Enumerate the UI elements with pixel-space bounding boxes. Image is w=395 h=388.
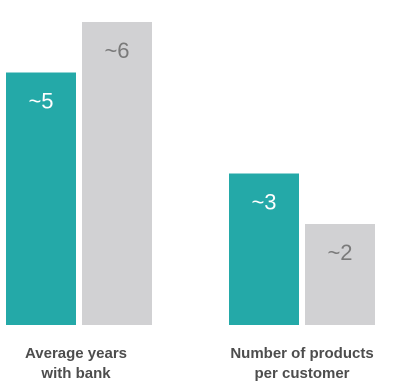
data-label-series2-cat2: ~2 (327, 240, 352, 265)
x-tick-label-cat1-line1: Average years (25, 345, 127, 362)
data-label-series1-cat1: ~5 (28, 89, 53, 114)
x-tick-label-cat2-line1: Number of products (230, 345, 373, 362)
x-tick-label-cat2-line2: per customer (254, 365, 349, 382)
x-tick-labels: Average years with bank Number of products… (25, 345, 374, 382)
bar-series2-cat2 (305, 224, 375, 325)
x-tick-label-cat1-line2: with bank (40, 365, 111, 382)
data-label-series1-cat2: ~3 (251, 190, 276, 215)
bar-series1-cat2 (229, 173, 299, 325)
data-label-series2-cat1: ~6 (104, 38, 129, 63)
bars-layer (6, 22, 375, 325)
bar-labels-layer: ~5 ~6 ~3 ~2 (28, 38, 352, 265)
bar-series1-cat1 (6, 72, 76, 325)
bar-series2-cat1 (82, 22, 152, 325)
